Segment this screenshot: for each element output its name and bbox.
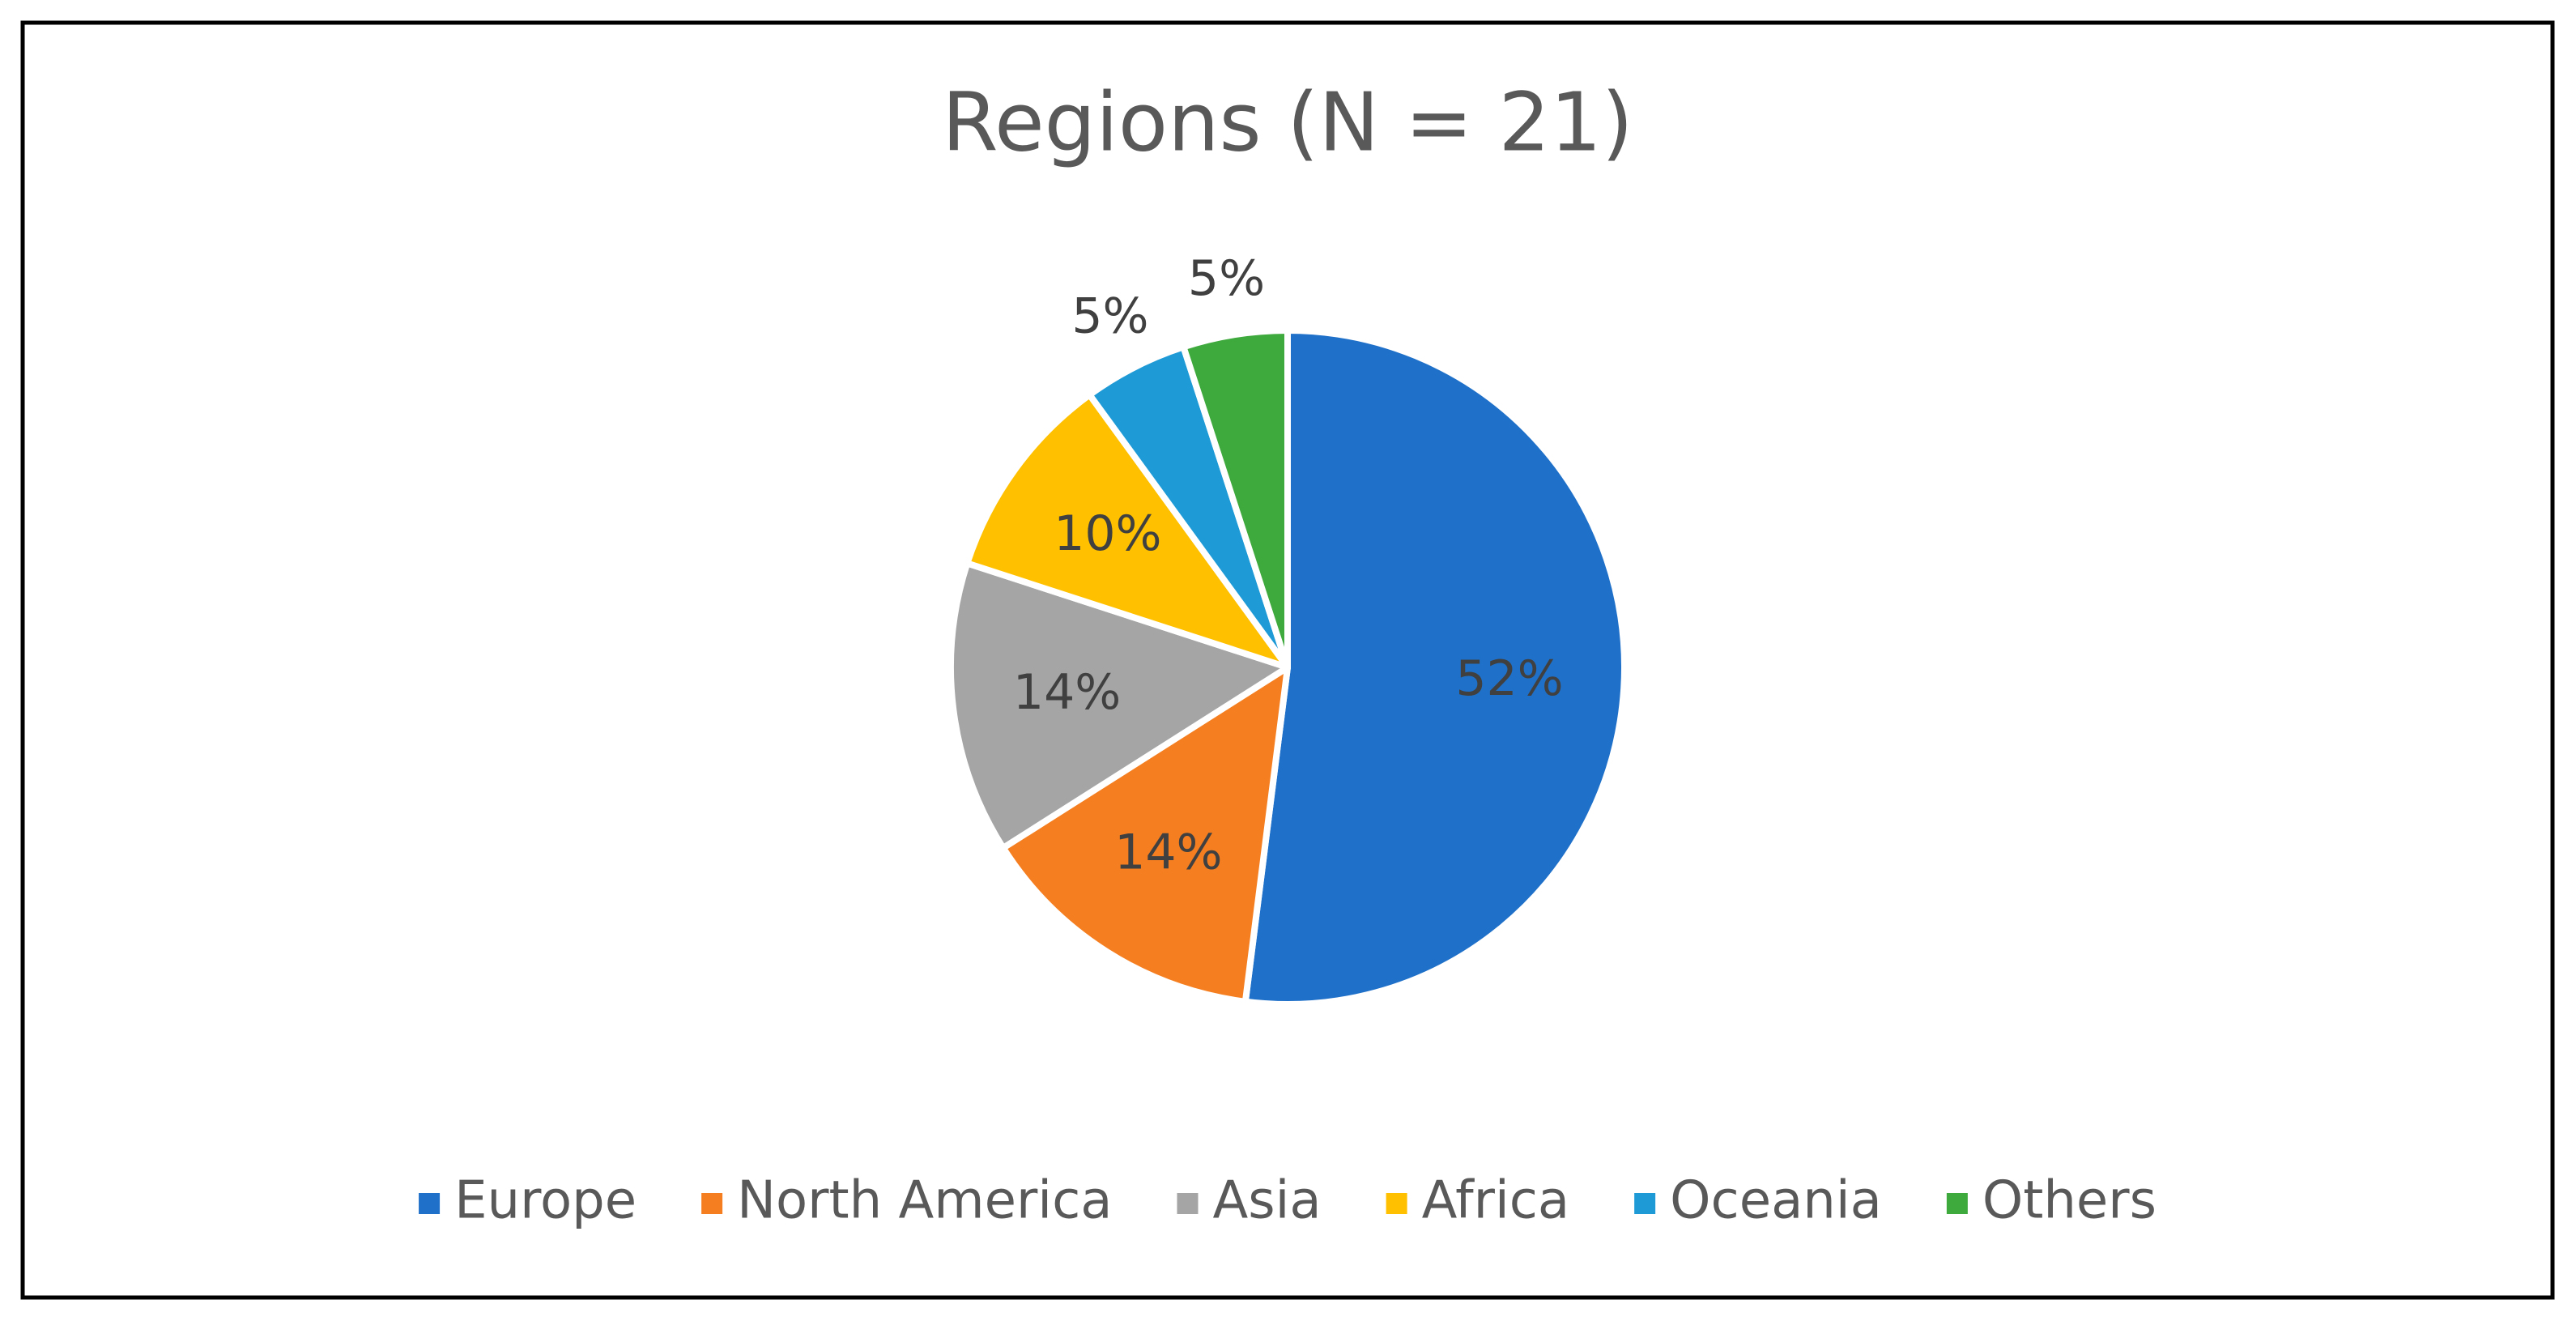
data-label: 5% bbox=[1071, 288, 1148, 345]
data-label: 5% bbox=[1188, 250, 1265, 307]
legend-label: Europe bbox=[454, 1171, 637, 1231]
legend-label: Oceania bbox=[1670, 1171, 1882, 1231]
chart-title: Regions (N = 21) bbox=[942, 75, 1633, 169]
legend-swatch bbox=[419, 1193, 441, 1214]
pie-slice bbox=[964, 391, 1291, 671]
legend-label: Others bbox=[1982, 1171, 2157, 1231]
legend-swatch bbox=[701, 1193, 723, 1214]
data-label: 10% bbox=[1054, 505, 1161, 562]
data-label: 14% bbox=[1013, 664, 1121, 721]
data-label: 52% bbox=[1455, 650, 1563, 707]
legend-swatch bbox=[1946, 1193, 1968, 1214]
legend: Europe North America Asia Africa Oceania Othe… bbox=[419, 1171, 2157, 1231]
legend-label: North America bbox=[737, 1171, 1112, 1231]
legend-swatch bbox=[1386, 1193, 1407, 1214]
pie-slice bbox=[947, 560, 1291, 851]
data-label: 14% bbox=[1114, 824, 1222, 880]
legend-label: Africa bbox=[1422, 1171, 1570, 1231]
legend-swatch bbox=[1634, 1193, 1656, 1214]
pie-slice bbox=[1241, 327, 1628, 1008]
legend-label: Asia bbox=[1212, 1171, 1321, 1231]
pie-slice bbox=[999, 664, 1291, 1005]
legend-swatch bbox=[1177, 1193, 1199, 1214]
pie-slice bbox=[1180, 327, 1291, 671]
